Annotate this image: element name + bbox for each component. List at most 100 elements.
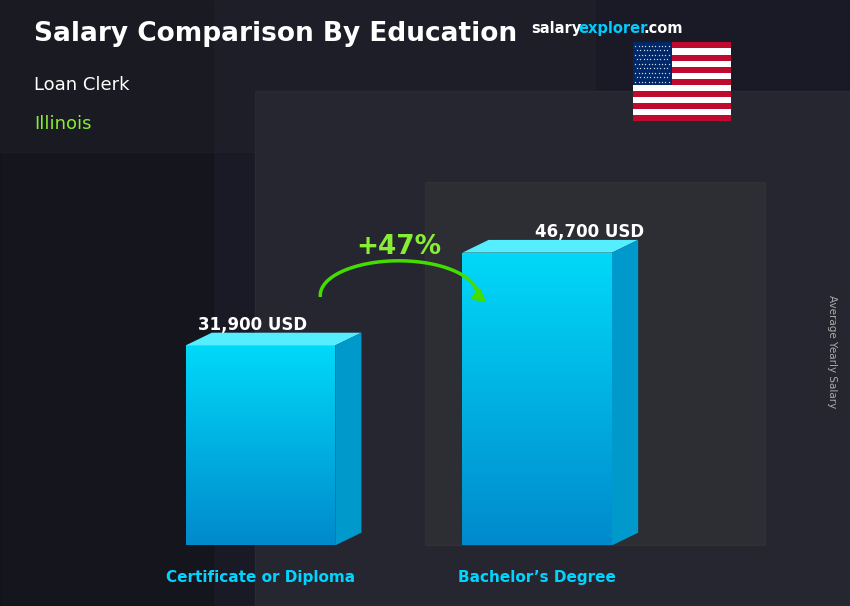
- Bar: [462, 307, 612, 311]
- Bar: [462, 304, 612, 307]
- Bar: [633, 42, 731, 48]
- Bar: [185, 473, 335, 475]
- Bar: [185, 453, 335, 456]
- Bar: [185, 443, 335, 445]
- Bar: [462, 391, 612, 395]
- Bar: [185, 348, 335, 350]
- Bar: [185, 493, 335, 496]
- Bar: [185, 355, 335, 358]
- Bar: [462, 490, 612, 494]
- Bar: [462, 402, 612, 407]
- Polygon shape: [612, 240, 638, 545]
- Bar: [185, 468, 335, 470]
- Bar: [255, 91, 850, 606]
- Bar: [462, 296, 612, 300]
- Bar: [462, 256, 612, 260]
- Text: 31,900 USD: 31,900 USD: [198, 316, 308, 334]
- Bar: [185, 408, 335, 410]
- Bar: [185, 445, 335, 448]
- Bar: [633, 115, 731, 121]
- Bar: [462, 315, 612, 319]
- Bar: [462, 260, 612, 264]
- Bar: [462, 377, 612, 381]
- Bar: [462, 447, 612, 450]
- Bar: [462, 373, 612, 377]
- Bar: [462, 534, 612, 538]
- Bar: [185, 481, 335, 483]
- Bar: [185, 363, 335, 365]
- Bar: [462, 472, 612, 476]
- Bar: [185, 345, 335, 348]
- Bar: [185, 521, 335, 523]
- Bar: [462, 326, 612, 330]
- Bar: [462, 494, 612, 498]
- Bar: [185, 515, 335, 518]
- Bar: [462, 407, 612, 410]
- Bar: [185, 508, 335, 510]
- Bar: [185, 450, 335, 453]
- Bar: [633, 85, 731, 91]
- Bar: [462, 253, 612, 256]
- Bar: [462, 330, 612, 333]
- Bar: [185, 418, 335, 421]
- Text: Loan Clerk: Loan Clerk: [34, 76, 129, 94]
- Bar: [462, 395, 612, 399]
- Bar: [462, 293, 612, 296]
- Bar: [462, 388, 612, 391]
- Bar: [462, 436, 612, 439]
- Bar: [185, 533, 335, 536]
- Bar: [462, 418, 612, 421]
- Bar: [462, 450, 612, 454]
- Bar: [633, 42, 672, 85]
- Bar: [185, 373, 335, 376]
- Bar: [185, 416, 335, 418]
- Bar: [185, 490, 335, 493]
- Bar: [185, 475, 335, 478]
- Bar: [462, 516, 612, 520]
- Text: Certificate or Diploma: Certificate or Diploma: [166, 570, 355, 585]
- Polygon shape: [335, 333, 361, 545]
- Bar: [462, 285, 612, 289]
- Bar: [185, 461, 335, 463]
- Bar: [633, 97, 731, 103]
- Bar: [185, 365, 335, 368]
- Bar: [633, 55, 731, 61]
- Text: Salary Comparison By Education: Salary Comparison By Education: [34, 21, 517, 47]
- Bar: [462, 421, 612, 425]
- Bar: [462, 362, 612, 366]
- Bar: [462, 538, 612, 542]
- Bar: [185, 498, 335, 501]
- Bar: [462, 267, 612, 271]
- Bar: [185, 541, 335, 543]
- Bar: [185, 503, 335, 505]
- Bar: [185, 496, 335, 498]
- Bar: [462, 520, 612, 524]
- Bar: [462, 505, 612, 509]
- Bar: [185, 505, 335, 508]
- Bar: [185, 361, 335, 363]
- Text: +47%: +47%: [356, 233, 441, 259]
- Bar: [462, 513, 612, 516]
- Text: Average Yearly Salary: Average Yearly Salary: [827, 295, 837, 408]
- Bar: [462, 425, 612, 428]
- Bar: [462, 458, 612, 461]
- Bar: [185, 510, 335, 513]
- Bar: [462, 465, 612, 468]
- Bar: [185, 393, 335, 396]
- Bar: [185, 396, 335, 398]
- Bar: [185, 458, 335, 461]
- Bar: [462, 341, 612, 344]
- Bar: [633, 109, 731, 115]
- Bar: [462, 542, 612, 545]
- Bar: [185, 428, 335, 430]
- Bar: [185, 488, 335, 490]
- Bar: [462, 439, 612, 443]
- Bar: [185, 421, 335, 423]
- Bar: [462, 502, 612, 505]
- Bar: [185, 350, 335, 353]
- Bar: [633, 67, 731, 73]
- Bar: [185, 536, 335, 538]
- Bar: [185, 410, 335, 413]
- Text: explorer: explorer: [579, 21, 649, 36]
- Bar: [633, 48, 731, 55]
